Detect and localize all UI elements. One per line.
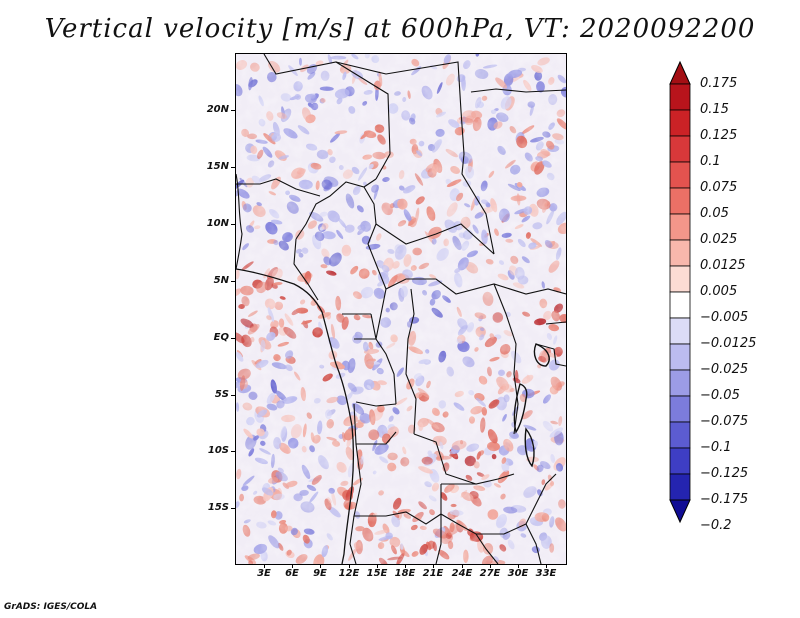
colorbar-level-label: 0.175	[700, 76, 738, 91]
colorbar-level-label: −0.2	[700, 518, 732, 533]
colorbar-level-label: 0.15	[700, 102, 729, 117]
colorbar-level-label: 0.005	[700, 284, 738, 299]
colorbar-swatch	[669, 213, 691, 241]
lat-label: 15N	[206, 161, 229, 172]
lon-label: 27E	[479, 568, 501, 579]
map-plot-area	[235, 53, 567, 565]
colorbar-level-label: −0.05	[700, 388, 740, 403]
lon-tick	[462, 564, 463, 568]
lat-tick	[231, 167, 235, 168]
colorbar-level-label: 0.075	[700, 180, 738, 195]
lat-label: 10S	[207, 445, 229, 456]
lat-label: 10N	[206, 218, 229, 229]
colorbar-swatch	[669, 291, 691, 319]
colorbar-level-label: −0.075	[700, 414, 749, 429]
velocity-field-map	[236, 54, 566, 564]
colorbar	[669, 60, 691, 524]
colorbar-swatch	[669, 135, 691, 163]
lon-label: 24E	[451, 568, 473, 579]
grads-credit: GrADS: IGES/COLA	[4, 602, 98, 612]
colorbar-level-label: 0.125	[700, 128, 738, 143]
colorbar-level-label: 0.0125	[700, 258, 746, 273]
colorbar-swatch	[669, 447, 691, 475]
colorbar-level-label: −0.025	[700, 362, 749, 377]
colorbar-swatch	[669, 317, 691, 345]
colorbar-swatch	[669, 421, 691, 449]
colorbar-level-label: −0.1	[700, 440, 732, 455]
country-borders	[236, 54, 566, 564]
lat-tick	[231, 224, 235, 225]
colorbar-level-label: 0.025	[700, 232, 738, 247]
lon-label: 21E	[422, 568, 444, 579]
lat-tick	[231, 110, 235, 111]
colorbar-level-label: −0.125	[700, 466, 749, 481]
lat-label: 5N	[213, 275, 229, 286]
lon-tick	[349, 564, 350, 568]
colorbar-swatch	[669, 109, 691, 137]
colorbar-swatch	[669, 369, 691, 397]
lon-tick	[490, 564, 491, 568]
lon-tick	[518, 564, 519, 568]
lon-tick	[405, 564, 406, 568]
lon-tick	[433, 564, 434, 568]
colorbar-level-label: 0.05	[700, 206, 729, 221]
lat-label: EQ	[213, 332, 229, 343]
lon-label: 6E	[285, 568, 299, 579]
colorbar-swatch	[669, 161, 691, 189]
lat-tick	[231, 395, 235, 396]
colorbar-level-label: −0.005	[700, 310, 749, 325]
colorbar-level-label: −0.175	[700, 492, 749, 507]
lon-label: 18E	[394, 568, 416, 579]
lat-label: 20N	[206, 104, 229, 115]
colorbar-level-label: −0.0125	[700, 336, 757, 351]
lon-label: 12E	[338, 568, 360, 579]
colorbar-swatch	[669, 265, 691, 293]
colorbar-swatch	[669, 473, 691, 501]
lat-label: 15S	[207, 502, 229, 513]
colorbar-max-arrow	[669, 60, 691, 85]
lon-label: 3E	[257, 568, 271, 579]
colorbar-swatch	[669, 187, 691, 215]
lon-label: 33E	[535, 568, 557, 579]
colorbar-swatch	[669, 239, 691, 267]
lat-tick	[231, 451, 235, 452]
lon-tick	[292, 564, 293, 568]
colorbar-swatch	[669, 83, 691, 111]
colorbar-level-label: 0.1	[700, 154, 721, 169]
lon-tick	[320, 564, 321, 568]
lat-label: 5S	[214, 389, 229, 400]
lat-tick	[231, 281, 235, 282]
lon-tick	[264, 564, 265, 568]
lat-tick	[231, 338, 235, 339]
colorbar-min-arrow	[669, 499, 691, 524]
lon-tick	[546, 564, 547, 568]
map-title: Vertical velocity [m/s] at 600hPa, VT: 2…	[44, 14, 756, 44]
lat-tick	[231, 508, 235, 509]
colorbar-swatch	[669, 343, 691, 371]
lon-label: 15E	[366, 568, 388, 579]
lon-label: 9E	[313, 568, 327, 579]
lon-label: 30E	[507, 568, 529, 579]
lon-tick	[377, 564, 378, 568]
colorbar-swatch	[669, 395, 691, 423]
